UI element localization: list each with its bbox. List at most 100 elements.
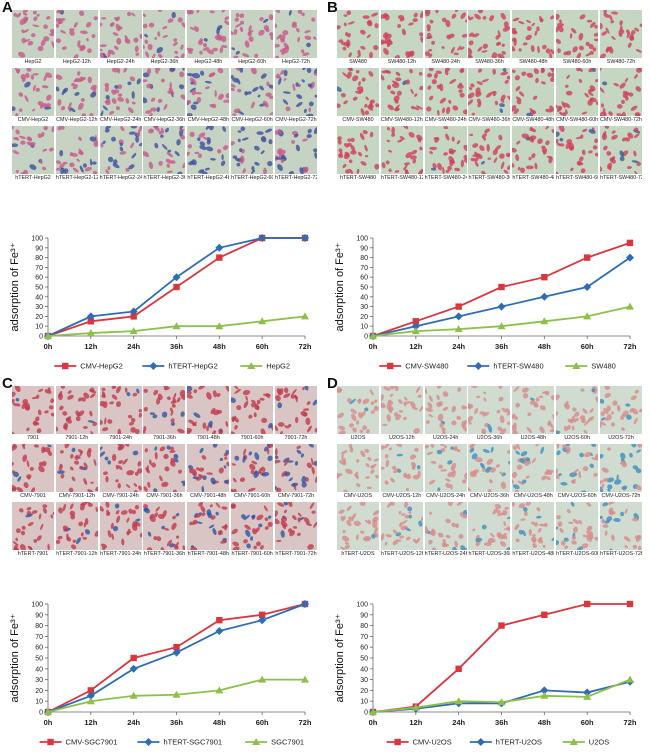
series-htert-u2os: [369, 677, 634, 716]
micrograph-label: hTERT-7901-12h: [56, 551, 98, 557]
micrograph-label: U2OS-48h: [520, 435, 547, 441]
micrograph-cell: CMV-SW480-12h: [380, 68, 423, 124]
micrograph-cell: 7901: [12, 386, 54, 442]
micrograph-image: [556, 10, 599, 58]
data-point: [252, 738, 261, 745]
micrograph-cell: HepG2-60h: [231, 10, 274, 66]
data-point: [215, 686, 224, 694]
micrograph-image: [12, 126, 54, 174]
y-tick-label: 20: [35, 688, 43, 695]
micrograph-image: [380, 386, 423, 434]
data-point: [583, 692, 592, 700]
micrograph-label: SW480-12h: [387, 59, 417, 65]
panel-label: A: [2, 0, 13, 16]
legend-label: SGC7901: [271, 738, 304, 747]
micrograph-label: hTERT-7901-72h: [275, 551, 317, 557]
image-row: CMV-7901 CMV-7901-12h CMV-7901-24h CMV-7901…: [12, 444, 317, 500]
y-tick-label: 10: [360, 324, 368, 331]
y-axis-label: adsorption of Fe³⁺: [334, 613, 346, 702]
micrograph-cell: hTERT-SW480-60h: [556, 126, 599, 182]
micrograph-cell: CMV-7901-48h: [187, 444, 230, 500]
micrograph-image: [143, 502, 186, 550]
legend-item: HepG2: [240, 362, 290, 371]
micrograph-label: CMV-U2OS-36h: [470, 493, 509, 499]
micrograph-image: [231, 126, 274, 174]
legend-item: SW480: [565, 362, 616, 371]
panel-a: A HepG2 HepG2-12h HepG2-24h HepG2-36h HepG2-…: [0, 0, 325, 376]
series-htert-hepg2: [44, 234, 309, 340]
legend-label: hTERT-HepG2: [168, 362, 217, 371]
data-point: [498, 283, 505, 291]
image-grid: 7901 7901-12h 7901-24h 7901-36h 7901-48h 7901…: [12, 386, 317, 560]
micrograph-image: [187, 68, 230, 116]
image-row: 7901 7901-12h 7901-24h 7901-36h 7901-48h 7901…: [12, 386, 317, 442]
y-tick-label: 40: [360, 294, 368, 301]
micrograph-cell: hTERT-7901-48h: [187, 502, 230, 558]
micrograph-image: [424, 10, 467, 58]
micrograph-cell: CMV-HepG2-60h: [231, 68, 274, 124]
y-tick-label: 90: [360, 612, 368, 619]
line-chart: 0 10 20 30 40 50 60 70 80 90 100 0h 12h 24h 36h 48h 60h 7…: [9, 234, 312, 371]
micrograph-label: HepG2-48h: [194, 59, 223, 65]
y-tick-label: 90: [360, 245, 368, 252]
micrograph-image: [468, 10, 511, 58]
data-point: [172, 322, 181, 330]
y-tick-label: 20: [360, 314, 368, 321]
x-tick-label: 48h: [213, 718, 226, 727]
micrograph-image: [468, 386, 511, 434]
micrograph-label: HepG2-24h: [106, 59, 135, 65]
data-point: [301, 234, 309, 242]
data-point: [47, 738, 54, 746]
micrograph-image: [512, 444, 555, 492]
x-tick-label: 48h: [538, 718, 551, 727]
micrograph-label: hTERT-SW480-36h: [468, 175, 510, 181]
x-tick-label: 0h: [44, 718, 53, 727]
micrograph-image: [468, 444, 511, 492]
micrograph-image: [55, 68, 98, 116]
micrograph-label: hTERT-U2OS-60h: [556, 551, 599, 557]
data-point: [369, 332, 377, 339]
micrograph-image: [274, 10, 317, 58]
micrograph-label: CMV-HepG2-48h: [187, 117, 229, 123]
y-tick-label: 50: [360, 285, 368, 292]
micrograph-label: CMV-HepG2: [17, 117, 49, 123]
line-chart: 0 10 20 30 40 50 60 70 80 90 100 0h 12h 24h 36h 48h 60h 7…: [334, 236, 637, 371]
micrograph-cell: CMV-U2OS: [337, 444, 379, 500]
x-tick-label: 24h: [127, 342, 140, 351]
micrograph-image: [380, 68, 423, 116]
micrograph-label: CMV-SW480-72h: [599, 117, 642, 123]
micrograph-image: [512, 10, 555, 58]
micrograph-cell: CMV-SW480-72h: [599, 68, 642, 124]
y-tick-label: 20: [360, 688, 368, 695]
micrograph-label: 7901-60h: [240, 435, 264, 441]
y-tick-label: 50: [35, 285, 43, 292]
data-point: [258, 234, 267, 242]
image-row: U2OS U2OS-12h U2OS-24h U2OS-36h U2OS-48h U2OS…: [337, 386, 642, 442]
data-point: [86, 697, 95, 705]
data-point: [86, 329, 95, 337]
micrograph-label: CMV-HepG2-12h: [56, 117, 98, 123]
micrograph-label: SW480: [349, 59, 367, 65]
micrograph-label: 7901-24h: [109, 435, 133, 441]
micrograph-cell: hTERT-HepG2: [12, 126, 54, 182]
y-tick-label: 90: [35, 612, 43, 619]
micrograph-label: HepG2-72h: [282, 59, 310, 65]
x-tick-label: 36h: [170, 718, 183, 727]
micrograph-image: [99, 386, 142, 434]
micrograph-cell: CMV-SW480-48h: [512, 68, 555, 124]
micrograph-image: [337, 386, 379, 434]
micrograph-cell: CMV-HepG2-24h: [99, 68, 142, 124]
micrograph-image: [187, 10, 230, 58]
data-point: [216, 254, 223, 261]
micrograph-image: [512, 68, 555, 116]
micrograph-label: hTERT-SW480: [339, 175, 377, 181]
data-point: [215, 322, 224, 330]
x-tick-label: 60h: [256, 718, 269, 727]
micrograph-image: [143, 68, 186, 116]
micrograph-cell: CMV-7901-60h: [231, 444, 274, 500]
micrograph-label: hTERT-SW480-48h: [512, 175, 554, 181]
panel-b: B SW480 SW480-12h SW480-24h SW480-36h SW480-…: [325, 0, 650, 376]
data-point: [476, 738, 485, 746]
legend-label: CMV-U2OS: [413, 738, 452, 747]
y-tick-label: 0: [39, 334, 43, 341]
